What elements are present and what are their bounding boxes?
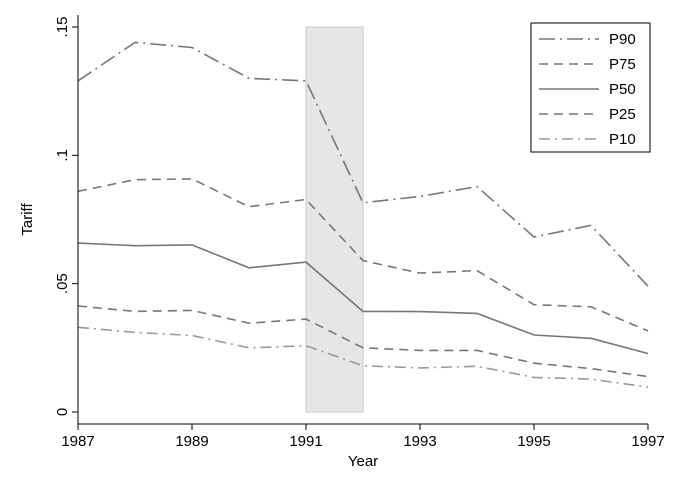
x-tick-label: 1997 <box>631 433 664 450</box>
legend-label-p10: P10 <box>609 131 636 148</box>
legend-label-p75: P75 <box>609 56 636 73</box>
y-axis-title: Tariff <box>19 203 36 236</box>
series-line-p90 <box>77 41 649 287</box>
series-line-p10 <box>77 326 649 388</box>
shaded-region <box>305 26 364 413</box>
series-line-p25 <box>77 305 649 378</box>
x-tick-label: 1995 <box>517 433 550 450</box>
x-tick-label: 1987 <box>61 433 94 450</box>
y-tick-label: .15 <box>54 17 71 38</box>
series-lines <box>77 41 649 388</box>
x-tick-label: 1991 <box>289 433 322 450</box>
legend-label-p90: P90 <box>609 31 636 48</box>
legend-label-p25: P25 <box>609 106 636 123</box>
legend: P90 P75 P50 P25 P10 <box>530 22 651 153</box>
legend-label-p50: P50 <box>609 81 636 98</box>
plot-area <box>305 26 364 413</box>
series-line-p50 <box>77 242 649 355</box>
x-axis-title: Year <box>348 453 378 470</box>
axes: 0 .05 .1 .15 1987 1989 1991 1993 1995 1997 <box>54 15 665 450</box>
y-tick-label: .05 <box>54 273 71 294</box>
x-tick-label: 1989 <box>175 433 208 450</box>
legend-box <box>530 22 651 153</box>
y-tick-label: 0 <box>54 408 71 416</box>
x-tick-label: 1993 <box>403 433 436 450</box>
series-line-p75 <box>77 178 649 332</box>
y-tick-label: .1 <box>54 149 71 162</box>
